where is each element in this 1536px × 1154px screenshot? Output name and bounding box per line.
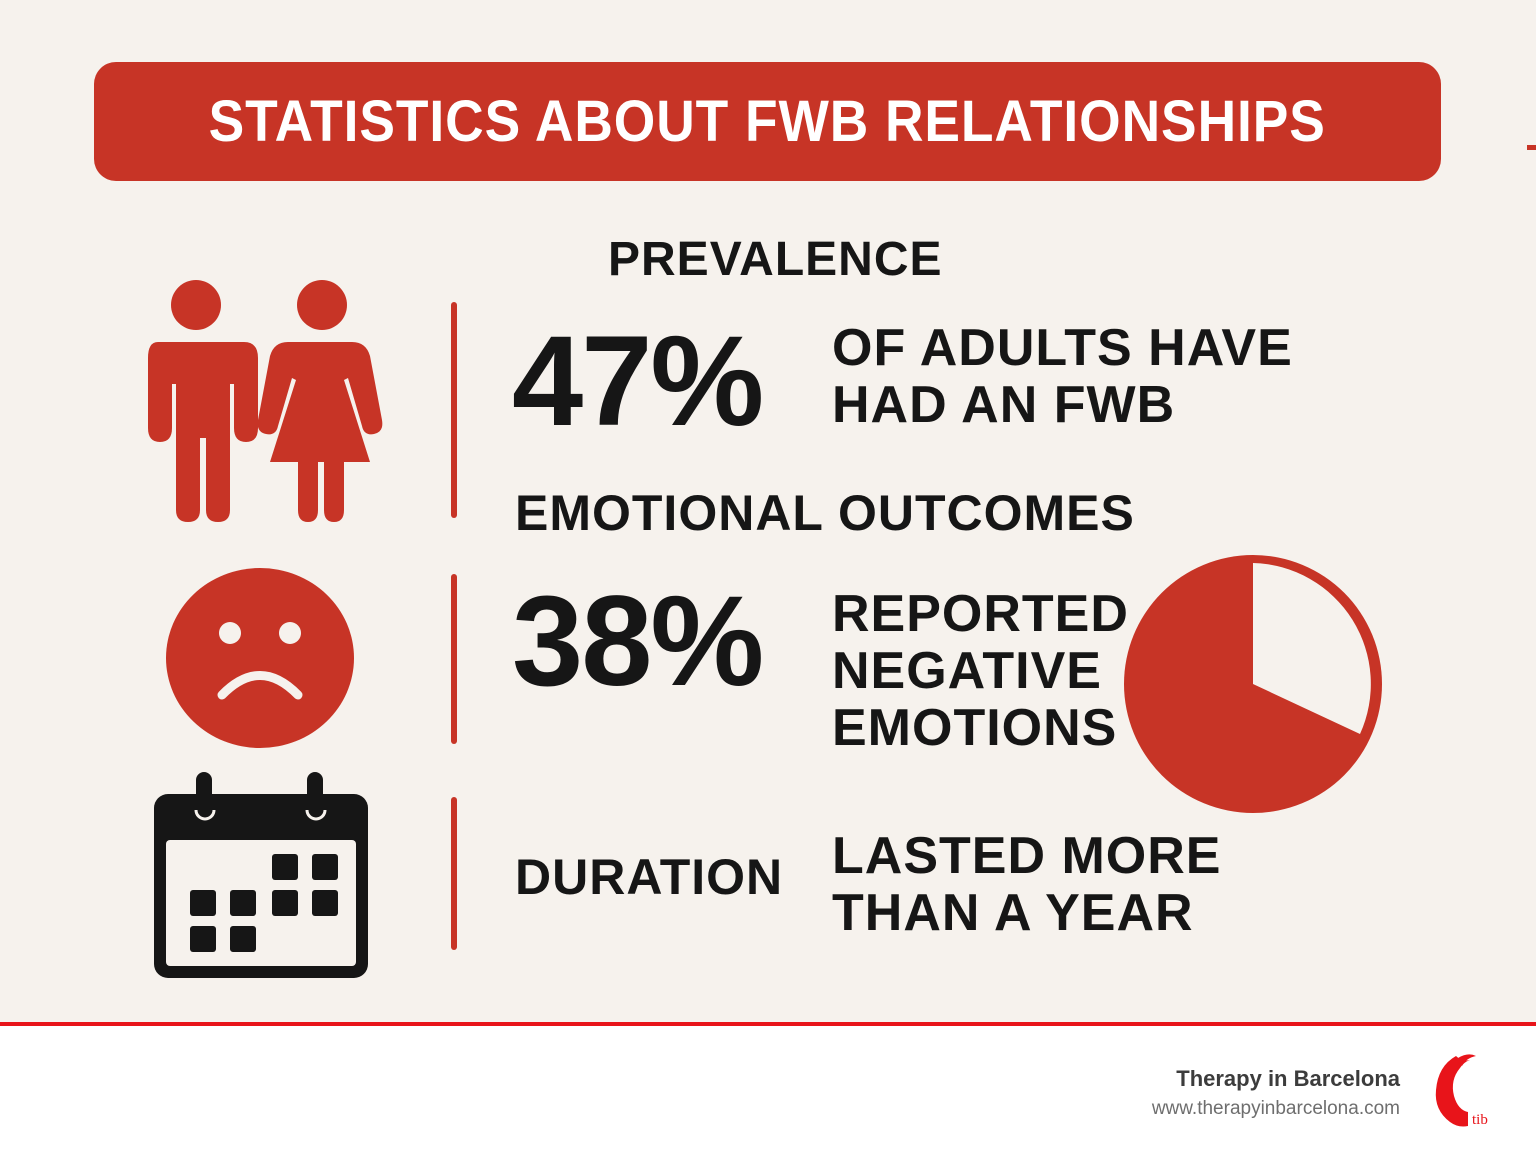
divider-prevalence xyxy=(451,302,457,518)
footer-divider xyxy=(0,1022,1536,1026)
duration-desc-line2: THAN A YEAR xyxy=(832,884,1194,942)
duration-desc-line1: LASTED MORE xyxy=(832,827,1222,885)
emotional-description: REPORTED NEGATIVE EMOTIONS xyxy=(832,586,1129,757)
title-banner: STATISTICS ABOUT FWB RELATIONSHIPS xyxy=(94,62,1441,181)
svg-text:tib: tib xyxy=(1472,1112,1488,1128)
infographic-canvas: STATISTICS ABOUT FWB RELATIONSHIPS PREVA… xyxy=(0,0,1536,1024)
emotional-value: 38% xyxy=(512,570,764,713)
emotional-desc-line2: NEGATIVE xyxy=(832,642,1102,700)
prevalence-heading: PREVALENCE xyxy=(608,233,943,286)
duration-description: LASTED MORE THAN A YEAR xyxy=(832,828,1221,942)
duration-heading: DURATION xyxy=(515,849,784,905)
sad-face-icon xyxy=(166,568,354,748)
emotional-heading: EMOTIONAL OUTCOMES xyxy=(515,485,1135,541)
calendar-icon xyxy=(154,772,368,978)
brand-url[interactable]: www.therapyinbarcelona.com xyxy=(1151,1098,1400,1119)
divider-duration xyxy=(451,797,457,950)
prevalence-desc-line2: HAD AN FWB xyxy=(832,376,1176,434)
pie-chart-icon xyxy=(1124,555,1382,813)
man-woman-icon xyxy=(148,280,383,522)
divider-emotional xyxy=(451,574,457,744)
prevalence-description: OF ADULTS HAVE HAD AN FWB xyxy=(832,320,1293,434)
prevalence-desc-line1: OF ADULTS HAVE xyxy=(832,319,1293,377)
brand-logo-icon: tib xyxy=(1435,1054,1488,1128)
emotional-desc-line1: REPORTED xyxy=(832,585,1129,643)
edge-mark xyxy=(1527,145,1536,150)
brand-name: Therapy in Barcelona xyxy=(1176,1066,1400,1091)
emotional-desc-line3: EMOTIONS xyxy=(832,699,1118,757)
page-title: STATISTICS ABOUT FWB RELATIONSHIPS xyxy=(208,89,1327,154)
prevalence-value: 47% xyxy=(512,310,764,453)
